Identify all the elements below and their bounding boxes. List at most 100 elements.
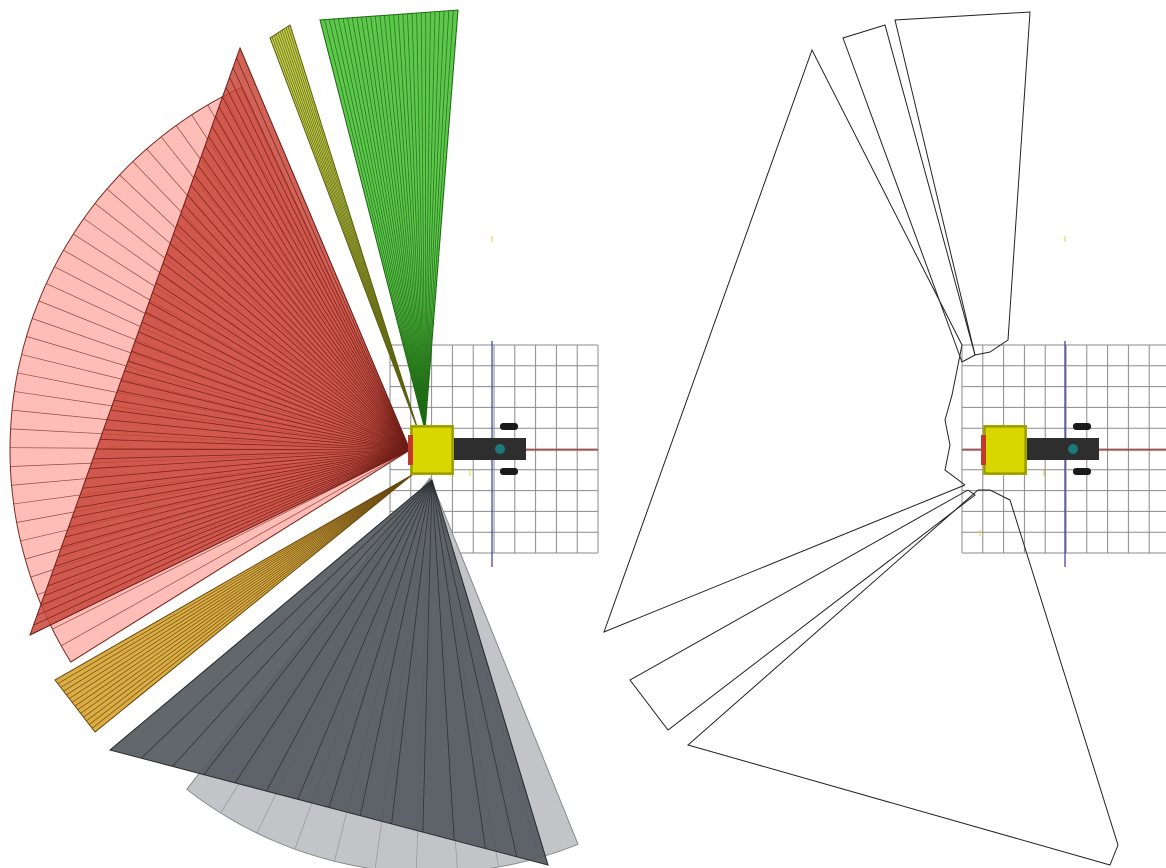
sector-ray [86,474,413,722]
sector-ray [190,184,411,451]
sector-ray [342,18,426,431]
sector-ray [424,11,431,431]
olive-region [842,24,976,363]
sector-ray [71,449,411,518]
sector-ray [106,419,411,451]
sector-ray [429,477,579,845]
sector-ray [57,449,411,558]
sector-ray [33,449,411,626]
sector-ray [431,479,518,857]
sector-ray [117,390,411,451]
sector-ray [379,15,426,431]
robot-arm [1025,438,1099,460]
olive-sector [269,24,419,431]
robot-wheel [500,468,518,475]
sector-ray [145,311,411,451]
sector-ray [356,17,426,431]
sector-ray [397,14,426,431]
sector-ray [47,449,411,587]
sector-ray [201,155,411,451]
sector-ray [424,10,450,431]
sector-ray [172,479,433,767]
sector-ray [424,10,445,431]
sector-ray [74,474,413,707]
sector-ray [124,370,411,451]
sector-ray [333,18,426,431]
robot-front-sensor [981,435,986,465]
sector-ray [176,223,411,451]
sector-ray [127,360,411,451]
sector-ray [61,449,411,548]
sector-ray [222,96,411,451]
sector-ray [328,479,433,808]
sector-ray [173,233,411,451]
sector-ray [159,272,411,451]
sector-ray [78,449,411,499]
robot-joint [495,444,505,454]
sector-ray [194,174,411,451]
sector-ray [218,106,411,451]
sector-ray [85,449,411,479]
sector-ray [229,77,411,451]
sector-ray [431,479,549,866]
sector-ray [92,449,411,460]
sector-ray [54,449,411,567]
sector-ray [70,449,411,663]
sector-ray [297,479,433,800]
sector-ray [324,19,426,431]
sector-ray [29,449,411,636]
sector-ray [60,474,413,688]
sector-ray [120,380,411,451]
sector-ray [420,12,426,431]
sector-ray [50,449,411,577]
robot-wheel [1073,468,1091,475]
sector-ray [203,479,433,775]
sector-ray [83,474,413,718]
sector-ray [99,438,411,451]
outline-sensor-regions-view [603,11,1166,866]
sector-ray [110,409,411,451]
sector-ray [402,13,426,431]
sector-ray [113,399,411,451]
sector-ray [131,350,411,451]
sector-ray [68,449,411,528]
sector-ray [211,126,411,451]
sector-ray [152,292,411,451]
sector-ray [57,474,413,685]
robot-body [984,426,1026,474]
sector-ray [141,321,411,451]
robot [408,423,526,475]
sector-ray [89,449,411,470]
sector-ray [424,12,427,431]
robot [981,423,1099,475]
sector-ray [71,474,413,703]
sector-ray [155,282,411,451]
sector-ray [424,9,459,431]
sector-ray [328,19,426,431]
sector-ray [103,429,411,451]
sector-ray [266,479,433,792]
sector-ray [66,474,413,696]
sector-ray [94,474,413,733]
sector-ray [40,449,411,607]
sector-ray [183,204,411,451]
sector-ray [391,479,433,824]
sector-ray [225,86,411,451]
sector-ray [416,12,426,431]
grey-region [686,489,1119,866]
sector-ray [424,11,440,431]
robot-joint [1068,444,1078,454]
green-sector [319,9,459,431]
sector-ray [63,474,413,692]
sector-ray [232,67,411,451]
sector-ray [141,479,433,759]
sector-ray [388,14,426,431]
sector-ray [422,479,433,833]
sector-ray [61,449,411,647]
sector-ray [424,11,436,431]
sector-ray [239,47,411,451]
sector-ray [234,479,433,784]
robot-front-sensor [408,435,413,465]
robot-wheel [500,423,518,430]
